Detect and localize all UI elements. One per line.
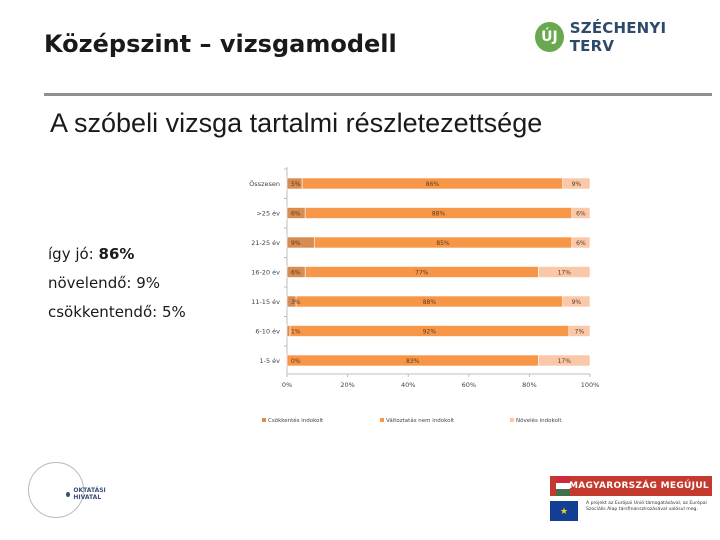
data-label: 9% xyxy=(291,240,301,247)
megujul-badge: MAGYARORSZÁG MEGÚJUL xyxy=(550,476,712,496)
summary-block: így jó: 86% növelendő: 9% csökkentendő: … xyxy=(48,240,186,327)
data-label: 83% xyxy=(406,358,420,365)
logo-mark: ÚJ xyxy=(535,22,564,52)
data-label: 86% xyxy=(426,181,440,188)
x-tick-label: 60% xyxy=(462,381,476,389)
data-label: 1% xyxy=(291,329,301,336)
office-logo-dot xyxy=(66,491,71,497)
x-tick-label: 0% xyxy=(282,381,292,389)
bar-segment xyxy=(562,295,591,308)
data-label: 9% xyxy=(572,181,582,188)
category-label: 16-20 év xyxy=(251,269,280,277)
x-tick-label: 100% xyxy=(581,381,600,389)
logo-text: SZÉCHENYI TERV xyxy=(569,19,667,55)
bar-segment xyxy=(568,325,591,337)
summary-good-value: 86% xyxy=(98,245,135,263)
x-tick-label: 80% xyxy=(522,381,536,389)
data-label: 6% xyxy=(291,270,301,277)
summary-good-label: így jó: xyxy=(48,245,94,263)
category-label: >25 év xyxy=(256,210,280,218)
bar-segment xyxy=(286,325,291,337)
category-label: 11-15 év xyxy=(251,298,280,306)
category-label: 6-10 év xyxy=(255,328,280,336)
data-label: 88% xyxy=(423,299,437,306)
eu-funding-text: A projekt az Európai Unió támogatásával,… xyxy=(586,501,707,512)
data-label: 6% xyxy=(576,211,586,218)
data-label: 17% xyxy=(558,358,572,365)
bar-segment xyxy=(562,177,591,190)
summary-line-good: így jó: 86% xyxy=(48,240,186,269)
x-tick-label: 20% xyxy=(340,381,354,389)
data-label: 85% xyxy=(436,240,450,247)
legend-swatch xyxy=(510,418,514,422)
data-label: 6% xyxy=(576,240,586,247)
bar-segment xyxy=(538,354,591,367)
data-label: 6% xyxy=(291,211,301,218)
legend-label: Csökkentés indokolt xyxy=(268,417,324,424)
header-divider xyxy=(44,93,712,96)
szechenyi-logo: ÚJ SZÉCHENYI TERV xyxy=(535,19,710,55)
page-title: Középszint – vizsgamodell xyxy=(44,30,397,58)
bar-segment xyxy=(538,266,591,278)
data-label: 9% xyxy=(572,299,582,306)
data-label: 17% xyxy=(558,270,572,277)
office-logo-text: OKTATÁSI HIVATAL xyxy=(66,487,128,501)
eu-flag-icon: ★ xyxy=(550,501,578,521)
hungarian-flag-icon xyxy=(556,476,570,496)
summary-line-decrease: csökkentendő: 5% xyxy=(48,303,186,321)
oktatasi-hivatal-logo: OKTATÁSI HIVATAL xyxy=(28,462,128,518)
legend-label: Változtatás nem indokolt xyxy=(386,417,455,424)
category-label: 1-5 év xyxy=(259,357,280,365)
data-label: 88% xyxy=(432,211,446,218)
office-logo-ring xyxy=(28,462,84,518)
bar-segment xyxy=(571,207,591,219)
legend-swatch xyxy=(380,418,384,422)
data-label: 7% xyxy=(575,329,585,336)
category-label: 21-25 év xyxy=(251,239,280,247)
data-label: 0% xyxy=(291,358,301,365)
office-name: OKTATÁSI HIVATAL xyxy=(73,487,106,501)
data-label: 92% xyxy=(423,329,437,336)
slide-subtitle: A szóbeli vizsga tartalmi részletezettsé… xyxy=(50,108,543,138)
data-label: 3% xyxy=(291,299,301,306)
data-label: 5% xyxy=(291,181,301,188)
category-label: Összesen xyxy=(249,179,280,188)
bar-segment xyxy=(571,236,591,249)
data-label: 77% xyxy=(415,270,429,277)
legend-swatch xyxy=(262,418,266,422)
summary-line-increase: növelendő: 9% xyxy=(48,274,161,292)
x-tick-label: 40% xyxy=(401,381,415,389)
megujul-badge-text: MAGYARORSZÁG MEGÚJUL xyxy=(569,481,709,491)
legend-label: Növelés indokolt xyxy=(516,417,562,424)
